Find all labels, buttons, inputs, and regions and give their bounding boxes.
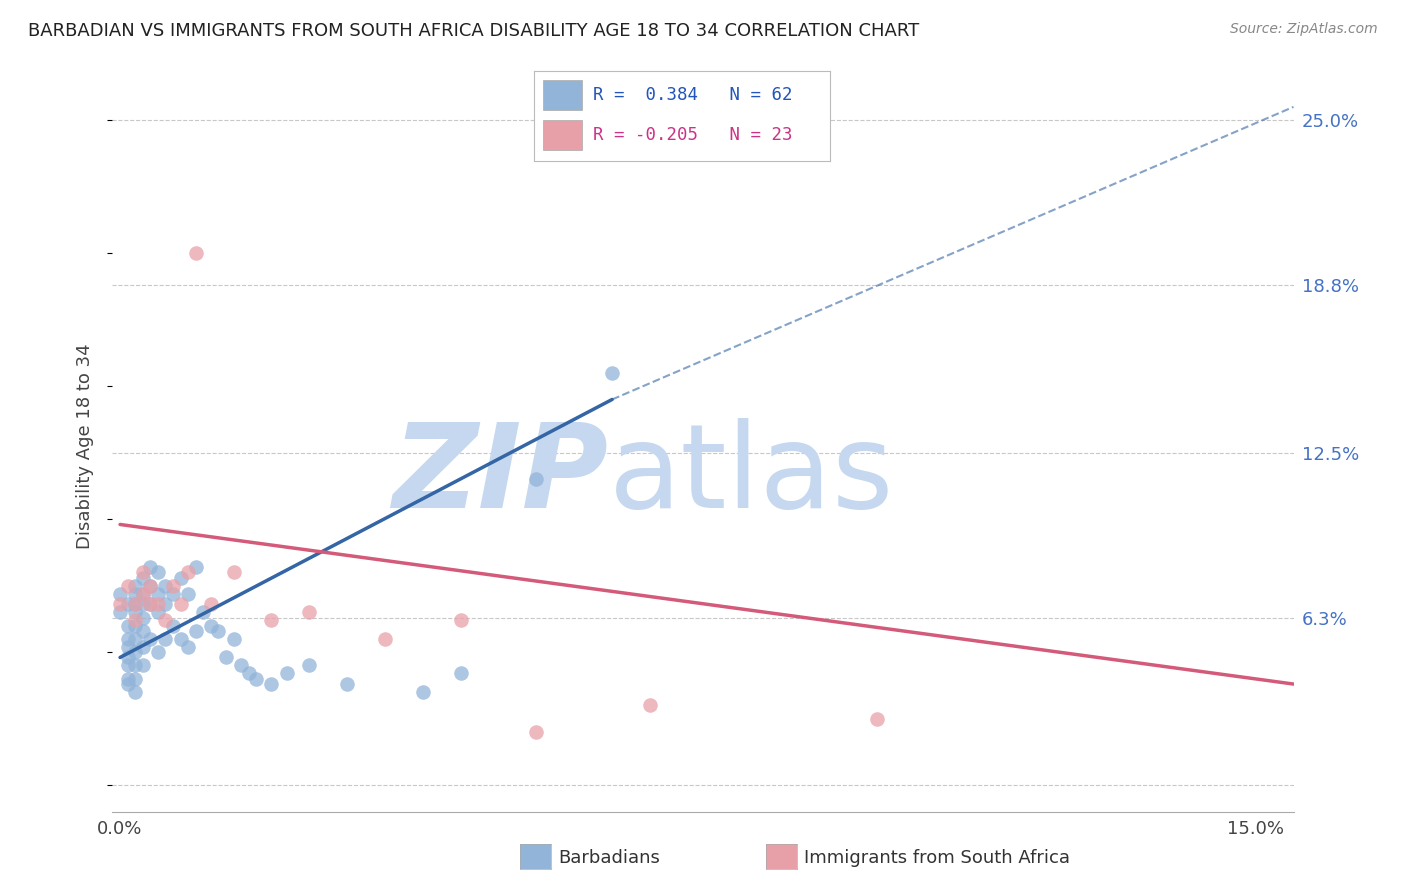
Point <box>177 640 200 654</box>
Text: atlas: atlas <box>609 417 894 533</box>
Text: BARBADIAN VS IMMIGRANTS FROM SOUTH AFRICA DISABILITY AGE 18 TO 34 CORRELATION CH: BARBADIAN VS IMMIGRANTS FROM SOUTH AFRIC… <box>28 22 920 40</box>
Point <box>117 658 139 673</box>
Point <box>124 586 146 600</box>
Point <box>124 618 146 632</box>
Point <box>124 597 146 611</box>
Point <box>146 597 169 611</box>
Point <box>139 579 162 593</box>
Point <box>222 632 245 646</box>
Point <box>155 597 177 611</box>
Point <box>108 597 131 611</box>
Point <box>146 586 169 600</box>
Point <box>132 658 155 673</box>
Point <box>238 666 260 681</box>
Point <box>132 586 155 600</box>
Point <box>169 597 191 611</box>
Point <box>132 571 155 585</box>
Point <box>184 560 207 574</box>
Point <box>117 579 139 593</box>
Point <box>298 605 321 619</box>
Point <box>200 597 222 611</box>
Point <box>117 672 139 686</box>
Point <box>184 246 207 260</box>
Point <box>155 613 177 627</box>
Point <box>124 613 146 627</box>
Point <box>231 658 253 673</box>
Point <box>866 712 889 726</box>
Point <box>222 566 245 580</box>
Point <box>162 579 184 593</box>
Point <box>450 666 472 681</box>
Point <box>177 566 200 580</box>
Point <box>526 725 548 739</box>
Point <box>207 624 229 638</box>
Point <box>139 597 162 611</box>
Point <box>108 586 131 600</box>
Point <box>124 632 146 646</box>
Point <box>336 677 359 691</box>
Point <box>162 586 184 600</box>
Point <box>139 560 162 574</box>
Point <box>117 650 139 665</box>
Point <box>117 597 139 611</box>
Point <box>162 618 184 632</box>
Point <box>139 597 162 611</box>
Point <box>526 472 548 486</box>
Point <box>193 605 215 619</box>
Point <box>132 624 155 638</box>
Point <box>146 645 169 659</box>
Text: R =  0.384   N = 62: R = 0.384 N = 62 <box>593 86 793 104</box>
Point <box>124 605 146 619</box>
Point <box>184 624 207 638</box>
Point <box>155 632 177 646</box>
Point <box>146 566 169 580</box>
Point <box>600 366 623 380</box>
Point <box>374 632 396 646</box>
Point <box>124 645 146 659</box>
Point <box>260 613 283 627</box>
Y-axis label: Disability Age 18 to 34: Disability Age 18 to 34 <box>76 343 94 549</box>
Point <box>132 610 155 624</box>
Point <box>117 677 139 691</box>
Point <box>177 586 200 600</box>
Point <box>200 618 222 632</box>
Point <box>146 605 169 619</box>
Point <box>132 597 155 611</box>
Point <box>412 685 434 699</box>
Bar <box>543 80 582 110</box>
Point <box>298 658 321 673</box>
Point <box>117 632 139 646</box>
Bar <box>543 120 582 150</box>
Point <box>450 613 472 627</box>
Point <box>132 640 155 654</box>
Point <box>169 571 191 585</box>
Point <box>124 672 146 686</box>
Point <box>132 566 155 580</box>
Point <box>124 685 146 699</box>
Point <box>276 666 298 681</box>
Point <box>139 579 162 593</box>
Text: Source: ZipAtlas.com: Source: ZipAtlas.com <box>1230 22 1378 37</box>
Point <box>108 605 131 619</box>
Point <box>215 650 238 665</box>
Point <box>139 632 162 646</box>
Point <box>117 618 139 632</box>
Text: Immigrants from South Africa: Immigrants from South Africa <box>804 849 1070 867</box>
Point <box>132 586 155 600</box>
Point <box>117 640 139 654</box>
Point <box>169 632 191 646</box>
Point <box>124 597 146 611</box>
Point <box>638 698 661 713</box>
Text: ZIP: ZIP <box>392 417 609 533</box>
Point <box>260 677 283 691</box>
Point <box>245 672 267 686</box>
Point <box>124 658 146 673</box>
Text: Barbadians: Barbadians <box>558 849 659 867</box>
Point <box>124 579 146 593</box>
Text: R = -0.205   N = 23: R = -0.205 N = 23 <box>593 126 793 145</box>
Point <box>155 579 177 593</box>
